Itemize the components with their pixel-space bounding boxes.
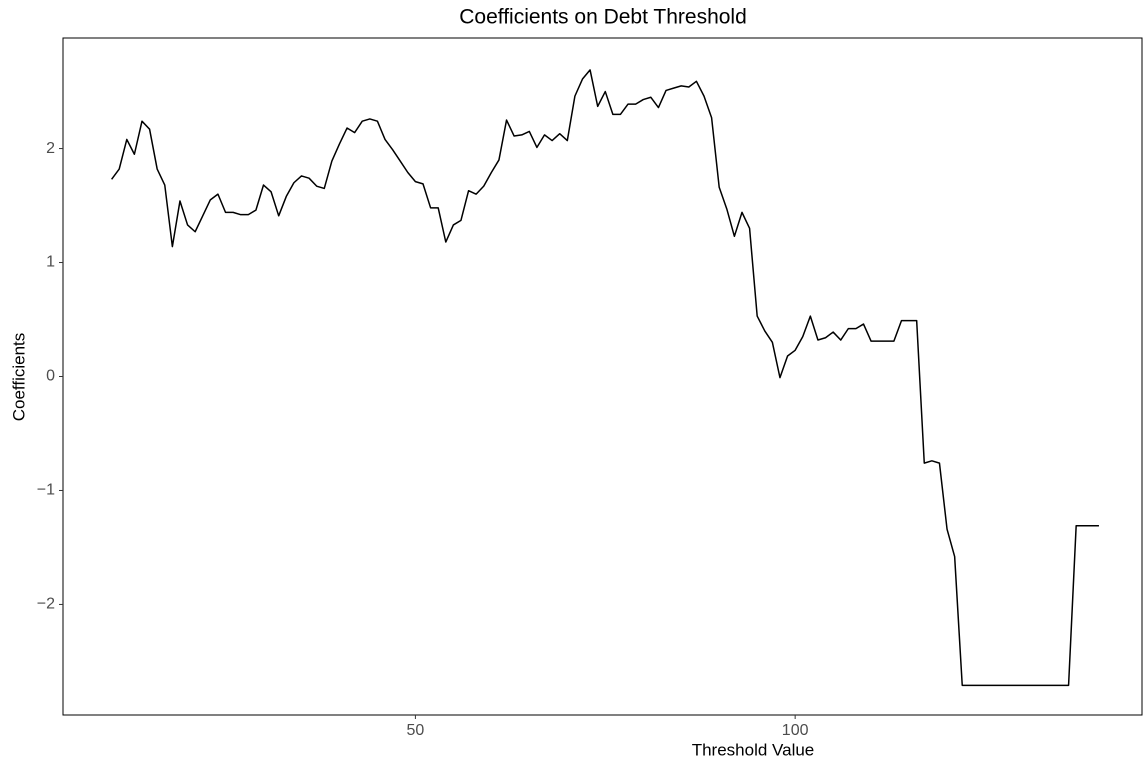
y-tick-label: −1 bbox=[37, 482, 55, 499]
y-tick-label: 0 bbox=[46, 368, 55, 385]
y-axis-title: Coefficients bbox=[9, 333, 28, 422]
x-tick-label: 100 bbox=[782, 722, 809, 739]
data-line bbox=[111, 69, 1099, 687]
y-tick-label: 1 bbox=[46, 254, 55, 271]
x-tick-label: 50 bbox=[407, 722, 425, 739]
panel-border bbox=[62, 37, 1143, 716]
chart-title: Coefficients on Debt Threshold bbox=[459, 6, 747, 29]
x-axis-title: Threshold Value bbox=[692, 740, 815, 759]
y-tick-label: −2 bbox=[37, 596, 55, 613]
y-tick-label: 2 bbox=[46, 140, 55, 157]
